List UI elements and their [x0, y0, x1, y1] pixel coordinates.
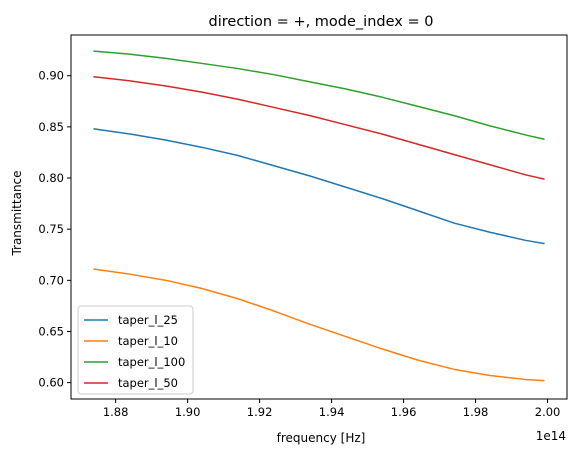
y-tick-label: 0.65: [38, 324, 64, 338]
y-tick-label: 0.70: [38, 273, 64, 287]
legend-label: taper_l_25: [118, 313, 178, 327]
y-tick-label: 0.80: [38, 171, 64, 185]
legend-label: taper_l_50: [118, 376, 178, 390]
y-axis-label: Transmittance: [10, 170, 24, 256]
legend: taper_l_25 taper_l_10 taper_l_100 taper_l_5…: [77, 305, 194, 395]
x-axis-label: frequency [Hz]: [277, 431, 366, 445]
x-tick-label: 1.88: [103, 405, 129, 419]
series-line-taper-l-25: [93, 128, 545, 245]
legend-box: [77, 305, 194, 395]
series-lines: [93, 50, 545, 382]
y-tick-label: 0.85: [38, 120, 64, 134]
plot-frame: [70, 34, 568, 400]
legend-label: taper_l_10: [118, 334, 178, 348]
legend-label: taper_l_100: [118, 355, 185, 369]
y-tick-label: 0.75: [38, 222, 64, 236]
series-line-taper-l-50: [93, 75, 545, 180]
y-tick-label: 0.90: [38, 69, 64, 83]
chart-title: direction = +, mode_index = 0: [209, 14, 434, 30]
series-line-taper-l-100: [93, 50, 545, 140]
x-tick-label: 1.92: [247, 405, 273, 419]
y-tick-label: 0.60: [38, 376, 64, 390]
x-tick-label: 1.96: [391, 405, 417, 419]
x-tick-label: 1.90: [175, 405, 201, 419]
x-offset-label: 1e14: [536, 429, 566, 443]
x-tick-label: 1.98: [463, 405, 489, 419]
series-line-taper-l-10: [93, 268, 545, 382]
axis-ticks: 1.88 1.90 1.92 1.94 1.96 1.98 2.00 0.60 0.65 0.70…: [38, 69, 560, 419]
x-tick-label: 2.00: [535, 405, 561, 419]
x-tick-label: 1.94: [319, 405, 345, 419]
